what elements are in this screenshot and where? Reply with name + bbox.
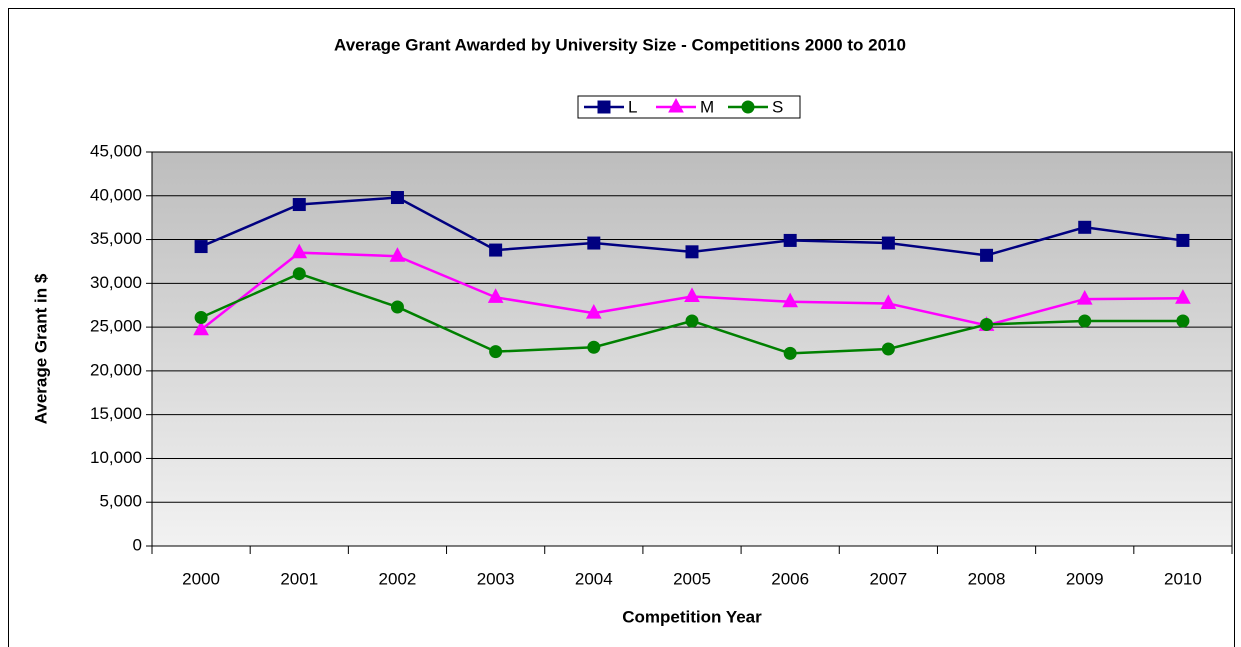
- data-point: [685, 245, 699, 259]
- x-tick-label: 2000: [182, 569, 220, 588]
- data-point: [390, 300, 404, 314]
- y-tick-label: 30,000: [90, 273, 142, 292]
- y-tick-label: 25,000: [90, 317, 142, 336]
- legend-label: M: [700, 97, 714, 116]
- y-tick-label: 15,000: [90, 404, 142, 423]
- y-tick-label: 45,000: [90, 141, 142, 160]
- x-tick-label: 2010: [1164, 569, 1202, 588]
- data-point: [1176, 233, 1190, 247]
- data-point: [489, 345, 503, 359]
- data-point: [980, 317, 994, 331]
- data-point: [880, 294, 897, 309]
- legend-label: S: [772, 97, 783, 116]
- plot-border: [151, 151, 1233, 547]
- data-point: [783, 233, 797, 247]
- legend-marker: [597, 100, 611, 114]
- y-tick-label: 5,000: [99, 492, 142, 511]
- data-point: [390, 191, 404, 205]
- data-point: [685, 314, 699, 328]
- data-point: [292, 198, 306, 212]
- data-point: [1078, 314, 1092, 328]
- data-point: [193, 320, 209, 336]
- data-point: [782, 292, 799, 308]
- data-point: [881, 236, 895, 250]
- x-tick-label: 2004: [575, 569, 613, 588]
- y-tick-label: 35,000: [90, 229, 142, 248]
- y-tick-label: 20,000: [90, 360, 142, 379]
- data-point: [194, 310, 208, 324]
- chart-title: Average Grant Awarded by University Size…: [334, 35, 906, 54]
- x-axis-title: Competition Year: [622, 607, 762, 626]
- data-point: [684, 287, 700, 302]
- x-tick-label: 2006: [771, 569, 809, 588]
- y-tick-label: 0: [133, 535, 142, 554]
- y-tick-label: 40,000: [90, 185, 142, 204]
- data-point: [1176, 314, 1190, 328]
- legend-label: L: [628, 97, 637, 116]
- data-point: [389, 247, 406, 262]
- x-tick-label: 2007: [869, 569, 907, 588]
- x-tick-label: 2008: [968, 569, 1006, 588]
- data-point: [1175, 289, 1191, 304]
- y-axis-title: Average Grant in $: [31, 273, 50, 424]
- data-point: [587, 236, 601, 250]
- data-point: [292, 267, 306, 281]
- x-tick-label: 2009: [1066, 569, 1104, 588]
- data-point: [881, 342, 895, 356]
- x-tick-label: 2003: [477, 569, 515, 588]
- data-point: [1078, 220, 1092, 234]
- y-tick-label: 10,000: [90, 448, 142, 467]
- x-tick-label: 2005: [673, 569, 711, 588]
- data-point: [1076, 290, 1093, 305]
- plot-area: [152, 152, 1232, 546]
- x-tick-label: 2002: [379, 569, 417, 588]
- data-point: [585, 304, 602, 319]
- data-point: [194, 240, 208, 254]
- data-point: [980, 248, 994, 262]
- data-point: [487, 288, 504, 303]
- legend-marker: [741, 100, 755, 114]
- data-point: [587, 340, 601, 354]
- data-point: [291, 243, 308, 259]
- x-tick-label: 2001: [280, 569, 318, 588]
- data-point: [783, 346, 797, 360]
- data-point: [489, 243, 503, 257]
- legend-marker: [668, 97, 684, 113]
